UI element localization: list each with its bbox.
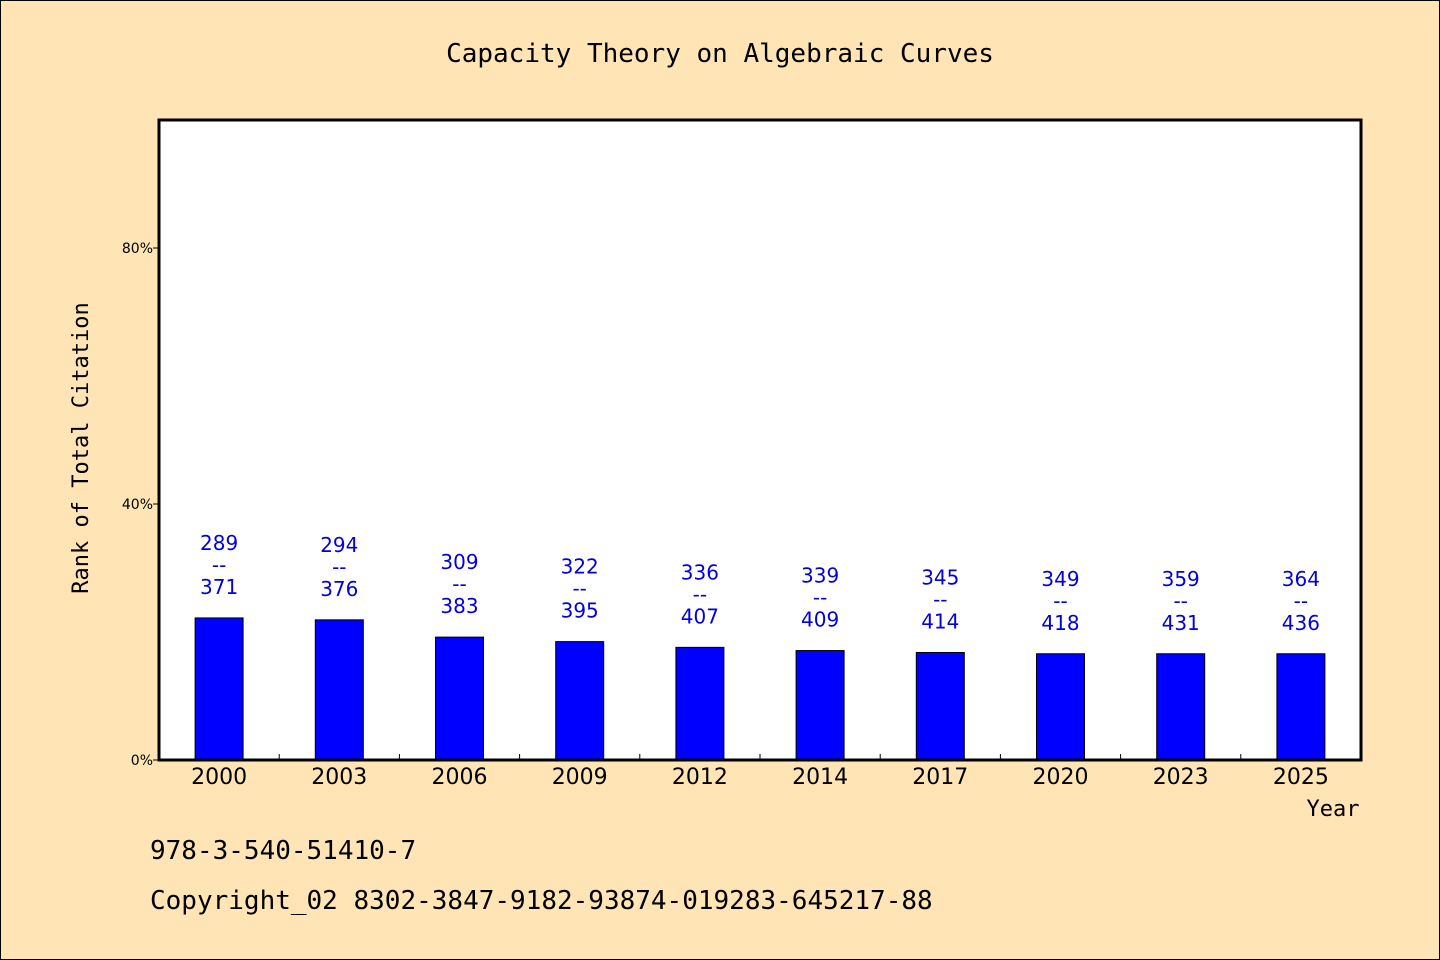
copyright-text: Copyright_02 8302-3847-9182-93874-019283…: [150, 886, 933, 916]
data-label-bottom-2017: 414: [921, 609, 959, 633]
x-tick-label-2000: 2000: [191, 765, 247, 790]
y-tick-label-40: 40%: [122, 497, 153, 513]
x-tick-label-2023: 2023: [1153, 765, 1209, 790]
data-label-bottom-2000: 371: [200, 575, 238, 599]
bar-2020: [1036, 653, 1085, 761]
data-label-top-2025: 364: [1282, 567, 1320, 591]
x-tick-label-2009: 2009: [552, 765, 608, 790]
data-label-bottom-2025: 436: [1282, 611, 1320, 635]
x-tick-label-2006: 2006: [432, 765, 488, 790]
bar-2014: [795, 650, 845, 761]
data-label-top-2009: 322: [561, 555, 599, 579]
x-tick-label-2003: 2003: [311, 765, 367, 790]
x-tick-label-2014: 2014: [792, 765, 848, 790]
isbn-text: 978-3-540-51410-7: [150, 836, 417, 866]
data-label-bottom-2006: 383: [440, 594, 478, 618]
bar-2009: [555, 641, 605, 761]
data-label-separator-2020: --: [1053, 589, 1067, 613]
bars-group: [194, 617, 1326, 761]
bar-2000: [194, 617, 244, 761]
x-axis: 2000 2003 2006 2009 2012 2014 2017 2020 2023 2025: [191, 754, 1329, 790]
x-tick-label-2025: 2025: [1273, 765, 1329, 790]
data-label-separator-2014: --: [813, 586, 827, 610]
data-label-bottom-2012: 407: [681, 604, 719, 628]
x-tick-label-2020: 2020: [1033, 765, 1089, 790]
x-axis-title: Year: [1307, 797, 1360, 822]
data-labels-group: 289--371294--376309--383322--395336--407…: [200, 531, 1320, 635]
x-tick-label-2012: 2012: [672, 765, 728, 790]
data-label-separator-2025: --: [1294, 589, 1308, 613]
data-label-bottom-2023: 431: [1162, 611, 1200, 635]
data-label-top-2012: 336: [681, 560, 719, 584]
bar-2017: [915, 651, 965, 761]
data-label-separator-2009: --: [572, 577, 586, 601]
data-label-top-2006: 309: [440, 550, 478, 574]
data-label-separator-2003: --: [332, 555, 346, 579]
chart-title: Capacity Theory on Algebraic Curves: [446, 39, 994, 69]
y-tick-label-80: 80%: [122, 241, 153, 257]
data-label-bottom-2014: 409: [801, 608, 839, 632]
data-label-top-2020: 349: [1041, 567, 1079, 591]
data-label-bottom-2003: 376: [320, 577, 358, 601]
bar-2023: [1156, 653, 1206, 761]
y-axis-title: Rank of Total Citation: [69, 302, 94, 593]
bar-2003: [314, 619, 364, 761]
data-label-separator-2006: --: [452, 572, 466, 596]
data-label-top-2000: 289: [200, 531, 238, 555]
bar-2006: [435, 636, 484, 761]
y-tick-label-0: 0%: [131, 753, 153, 769]
x-tick-label-2017: 2017: [912, 765, 968, 790]
data-label-separator-2012: --: [693, 582, 707, 606]
data-label-bottom-2020: 418: [1041, 611, 1079, 635]
data-label-top-2017: 345: [921, 565, 959, 589]
data-label-top-2023: 359: [1162, 567, 1200, 591]
data-label-top-2003: 294: [320, 533, 358, 557]
bar-2012: [675, 646, 725, 761]
data-label-separator-2023: --: [1173, 589, 1187, 613]
data-label-top-2014: 339: [801, 564, 839, 588]
y-axis: 0% 40% 80%: [122, 241, 159, 769]
data-label-bottom-2009: 395: [561, 599, 599, 623]
bar-2025: [1276, 653, 1326, 761]
data-label-separator-2000: --: [212, 553, 226, 577]
data-label-separator-2017: --: [933, 587, 947, 611]
